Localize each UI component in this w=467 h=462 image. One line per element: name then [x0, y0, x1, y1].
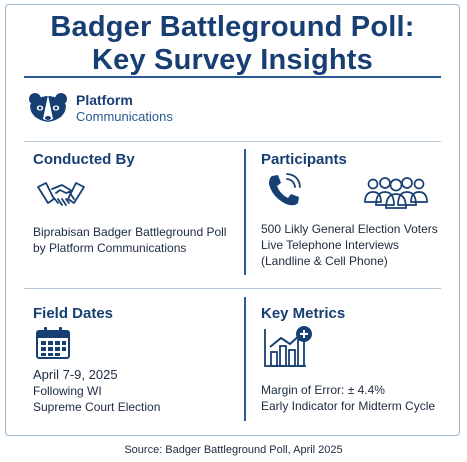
key-metrics-line-1: Margin of Error: ± 4.4% [261, 383, 385, 397]
field-dates-line-3: Supreme Court Election [33, 400, 161, 414]
title-line-2: Key Survey Insights [91, 44, 373, 76]
conducted-by-text: Biprabisan Badger Battleground Poll by P… [33, 224, 226, 256]
handshake-icon [37, 182, 85, 206]
conducted-by-line-2: by Platform Communications [33, 241, 187, 255]
badger-icon [29, 93, 67, 122]
key-metrics-line-2: Early Indicator for Midterm Cycle [261, 399, 436, 413]
section-divider-vertical-bottom [244, 297, 246, 421]
participants-line-2: Live Telephone Interviews [261, 238, 399, 252]
title-line-1: Badger Battleground Poll: [50, 11, 415, 43]
conducted-by-line-1: Biprabisan Badger Battleground Poll [33, 225, 227, 239]
field-dates-line-2: Following WI [33, 384, 102, 398]
brand-logo: Platform Communications [24, 89, 199, 127]
key-metrics-text: Margin of Error: ± 4.4% Early Indicator … [261, 382, 435, 414]
insights-card: Badger Battleground Poll: Key Survey Ins… [5, 4, 460, 436]
key-metrics-title: Key Metrics [261, 305, 346, 322]
field-dates-line-1: April 7-9, 2025 [33, 367, 118, 382]
section-divider-top [24, 141, 441, 142]
participants-line-3: (Landline & Cell Phone) [261, 254, 388, 268]
participants-line-1: 500 Likly General Election Voters [261, 222, 438, 236]
calendar-icon [36, 327, 70, 359]
field-dates-title: Field Dates [33, 305, 114, 322]
people-group-icon [364, 177, 428, 209]
brand-name-line-1: Platform [76, 92, 133, 108]
phone-icon [269, 173, 301, 206]
participants-title: Participants [261, 151, 347, 168]
brand-name-line-2: Communications [76, 109, 173, 124]
page-title: Badger Battleground Poll: Key Survey Ins… [6, 11, 459, 77]
section-divider-vertical-top [244, 149, 246, 275]
section-divider-middle [24, 288, 441, 289]
bar-chart-plus-icon [264, 326, 312, 367]
field-dates-text: April 7-9, 2025 Following WI Supreme Cou… [33, 367, 160, 415]
source-caption: Source: Badger Battleground Poll, April … [124, 444, 343, 456]
title-divider [24, 76, 441, 78]
conducted-by-title: Conducted By [33, 151, 135, 168]
participants-text: 500 Likly General Election Voters Live T… [261, 221, 438, 269]
